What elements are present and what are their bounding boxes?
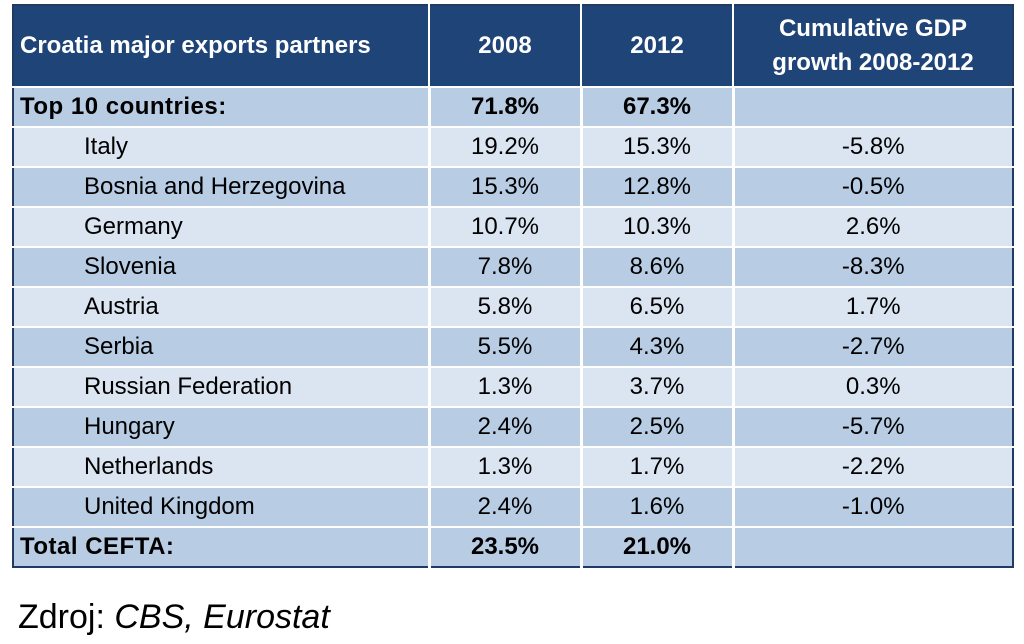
exports-table-container: Croatia major exports partners 2008 2012… <box>12 4 1014 568</box>
value-2012: 8.6% <box>581 246 735 287</box>
value-2012: 6.5% <box>581 286 735 327</box>
table-header-row: Croatia major exports partners 2008 2012… <box>13 5 1013 87</box>
country-name: Hungary <box>13 406 431 447</box>
table-row: Bosnia and Herzegovina 15.3% 12.8% -0.5% <box>13 166 1013 207</box>
source-note: Zdroj: CBS, Eurostat <box>18 598 330 637</box>
gdp-growth: 0.3% <box>733 366 1013 407</box>
gdp-growth: 1.7% <box>733 286 1013 327</box>
value-2008: 19.2% <box>429 126 583 167</box>
value-2008: 2.4% <box>429 486 583 527</box>
value-2008: 5.8% <box>429 286 583 327</box>
total-cefta-2008: 23.5% <box>429 526 583 567</box>
gdp-growth: -5.8% <box>733 126 1013 167</box>
table-row: United Kingdom 2.4% 1.6% -1.0% <box>13 486 1013 527</box>
total-cefta-2012: 21.0% <box>581 526 735 567</box>
value-2012: 1.7% <box>581 446 735 487</box>
country-name: Austria <box>13 286 431 327</box>
table-row: Netherlands 1.3% 1.7% -2.2% <box>13 446 1013 487</box>
header-2008: 2008 <box>429 5 582 87</box>
value-2012: 15.3% <box>581 126 735 167</box>
total-cefta-row: Total CEFTA: 23.5% 21.0% <box>13 526 1013 567</box>
header-partners: Croatia major exports partners <box>13 5 430 87</box>
country-name: Slovenia <box>13 246 431 287</box>
gdp-growth: -2.2% <box>733 446 1013 487</box>
table-row: Germany 10.7% 10.3% 2.6% <box>13 206 1013 247</box>
value-2012: 10.3% <box>581 206 735 247</box>
header-gdp-growth: Cumulative GDP growth 2008-2012 <box>733 5 1013 87</box>
country-name: United Kingdom <box>13 486 431 527</box>
gdp-growth: 2.6% <box>733 206 1013 247</box>
value-2008: 1.3% <box>429 446 583 487</box>
table-body: Top 10 countries: 71.8% 67.3% Italy 19.2%… <box>13 86 1013 567</box>
country-name: Italy <box>13 126 431 167</box>
table-row: Austria 5.8% 6.5% 1.7% <box>13 286 1013 327</box>
value-2008: 15.3% <box>429 166 583 207</box>
table-row: Serbia 5.5% 4.3% -2.7% <box>13 326 1013 367</box>
value-2012: 3.7% <box>581 366 735 407</box>
top10-2008: 71.8% <box>429 86 583 127</box>
country-name: Netherlands <box>13 446 431 487</box>
gdp-growth: -0.5% <box>733 166 1013 207</box>
value-2008: 2.4% <box>429 406 583 447</box>
gdp-growth: -5.7% <box>733 406 1013 447</box>
table-row: Italy 19.2% 15.3% -5.8% <box>13 126 1013 167</box>
top10-row: Top 10 countries: 71.8% 67.3% <box>13 86 1013 127</box>
exports-table: Croatia major exports partners 2008 2012… <box>12 4 1014 568</box>
country-name: Germany <box>13 206 431 247</box>
gdp-growth: -2.7% <box>733 326 1013 367</box>
value-2008: 5.5% <box>429 326 583 367</box>
country-name: Bosnia and Herzegovina <box>13 166 431 207</box>
value-2012: 1.6% <box>581 486 735 527</box>
top10-2012: 67.3% <box>581 86 735 127</box>
top10-gdp <box>733 86 1013 127</box>
total-cefta-label: Total CEFTA: <box>13 526 431 567</box>
value-2012: 4.3% <box>581 326 735 367</box>
source-text: CBS, Eurostat <box>114 598 330 636</box>
value-2012: 12.8% <box>581 166 735 207</box>
header-2012: 2012 <box>581 5 734 87</box>
source-prefix: Zdroj: <box>18 598 115 636</box>
country-name: Serbia <box>13 326 431 367</box>
country-name: Russian Federation <box>13 366 431 407</box>
value-2008: 7.8% <box>429 246 583 287</box>
value-2008: 1.3% <box>429 366 583 407</box>
table-row: Russian Federation 1.3% 3.7% 0.3% <box>13 366 1013 407</box>
gdp-growth: -8.3% <box>733 246 1013 287</box>
table-row: Hungary 2.4% 2.5% -5.7% <box>13 406 1013 447</box>
total-cefta-gdp <box>733 526 1013 567</box>
gdp-growth: -1.0% <box>733 486 1013 527</box>
value-2008: 10.7% <box>429 206 583 247</box>
table-row: Slovenia 7.8% 8.6% -8.3% <box>13 246 1013 287</box>
value-2012: 2.5% <box>581 406 735 447</box>
top10-label: Top 10 countries: <box>13 86 431 127</box>
